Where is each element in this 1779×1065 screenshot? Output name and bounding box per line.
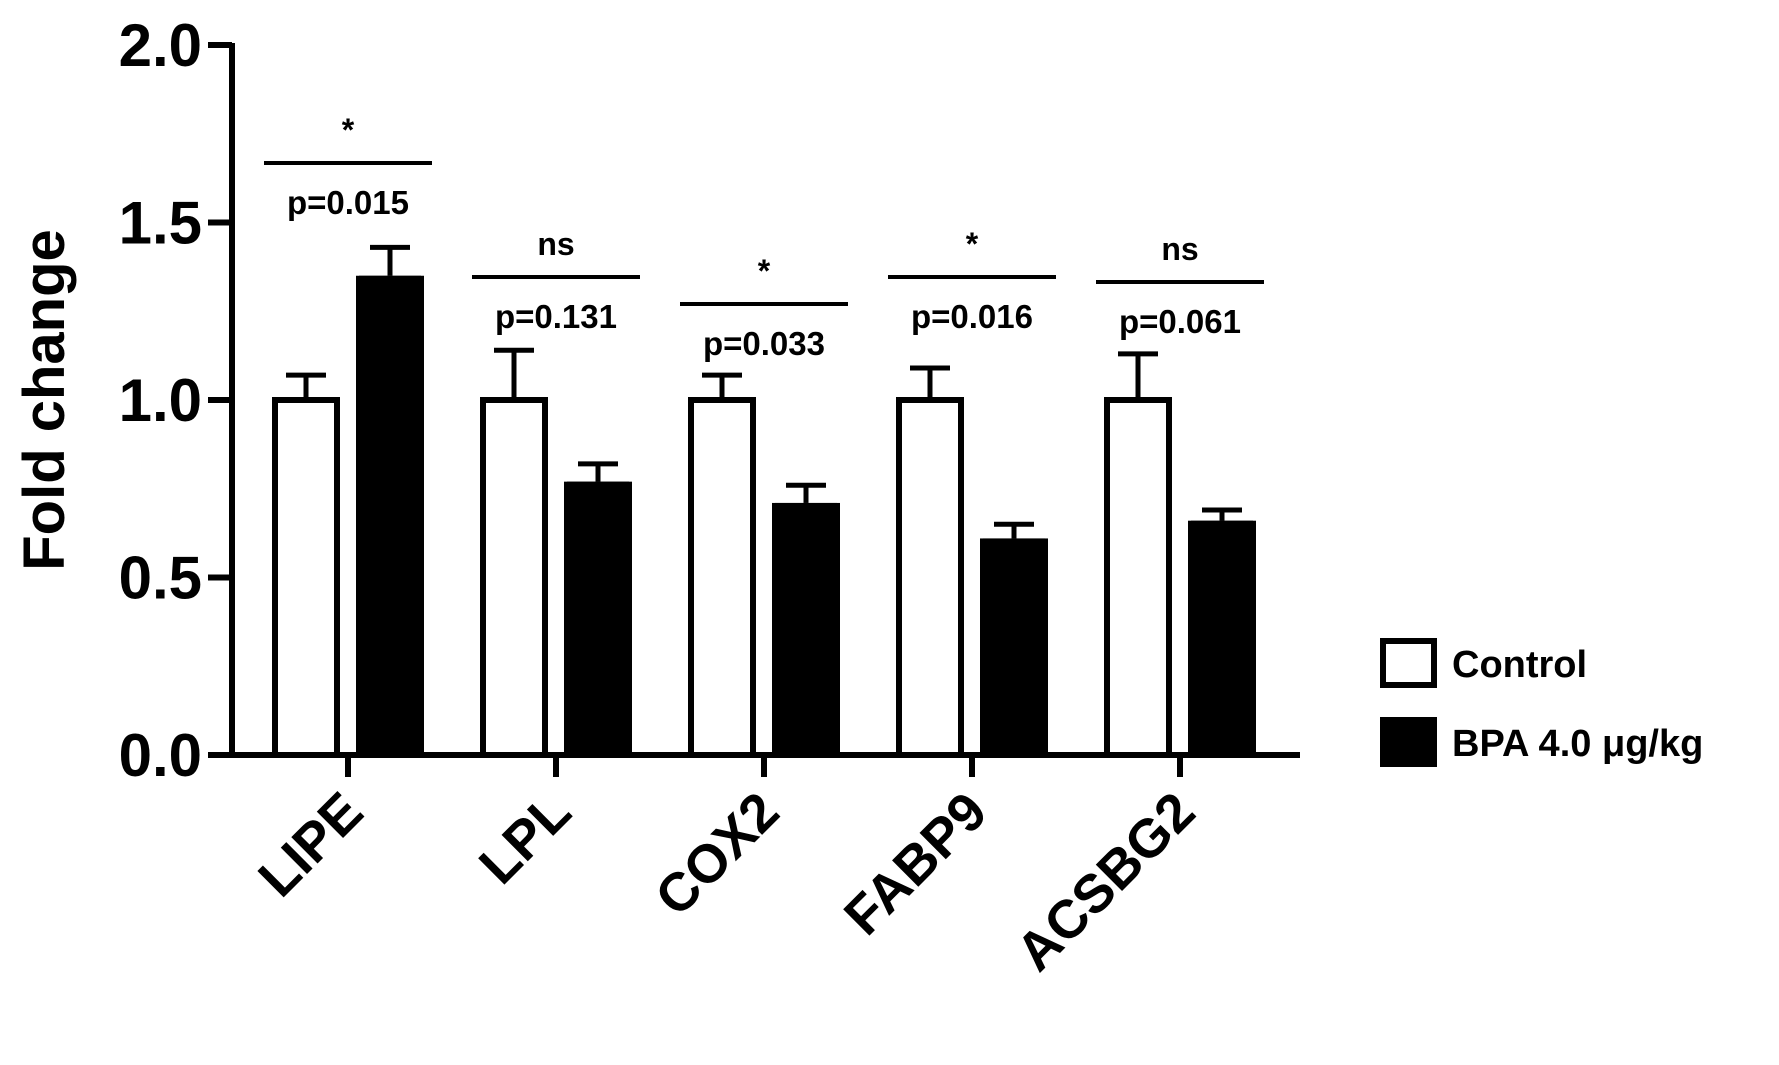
y-tick-label: 0.0 [119, 722, 202, 789]
p-value-label: p=0.033 [703, 325, 825, 362]
significance-marker: * [342, 112, 355, 148]
x-tick-label: ACSBG2 [1005, 781, 1207, 983]
legend-swatch-control [1380, 638, 1437, 688]
p-value-label: p=0.015 [287, 184, 409, 221]
p-value-label: p=0.131 [495, 298, 617, 335]
legend: Control BPA 4.0 μg/kg [1380, 638, 1703, 767]
legend-label: BPA 4.0 μg/kg [1452, 723, 1703, 765]
y-tick-label: 0.5 [119, 545, 202, 612]
y-tick-label: 1.5 [119, 190, 202, 257]
significance-marker: * [966, 226, 979, 262]
annotations: * p=0.015 ns p=0.131 * p=0.033 * p=0.016 ns p=0.0… [264, 112, 1264, 362]
bar-fill-lpl [564, 481, 632, 755]
legend-swatch-bpa [1380, 717, 1437, 767]
legend-label: Control [1452, 644, 1587, 686]
y-tick-label: 1.0 [119, 367, 202, 434]
p-value-label: p=0.016 [911, 298, 1033, 335]
bar-control-lipe [272, 397, 340, 758]
bar-control-cox2 [688, 397, 756, 758]
x-tick-label: LIPE [247, 781, 374, 908]
bar-fill-lipe [356, 275, 424, 755]
x-tick-label: LPL [468, 781, 583, 896]
bar-fill-fabp9 [980, 538, 1048, 755]
bar-control-lpl [480, 397, 548, 758]
bar-control-acsbg2 [1104, 397, 1172, 758]
significance-marker: * [758, 253, 771, 289]
bar-fill-acsbg2 [1188, 520, 1256, 755]
y-tick-label: 2.0 [119, 12, 202, 79]
significance-marker: ns [1161, 231, 1198, 267]
significance-marker: ns [537, 226, 574, 262]
bars [272, 244, 1256, 758]
p-value-label: p=0.061 [1119, 303, 1241, 340]
x-tick-label: FABP9 [833, 781, 999, 947]
x-tick-label: COX2 [644, 781, 790, 927]
bar-control-fabp9 [896, 397, 964, 758]
y-axis-label: Fold change [12, 229, 77, 571]
bar-fill-cox2 [772, 502, 840, 755]
